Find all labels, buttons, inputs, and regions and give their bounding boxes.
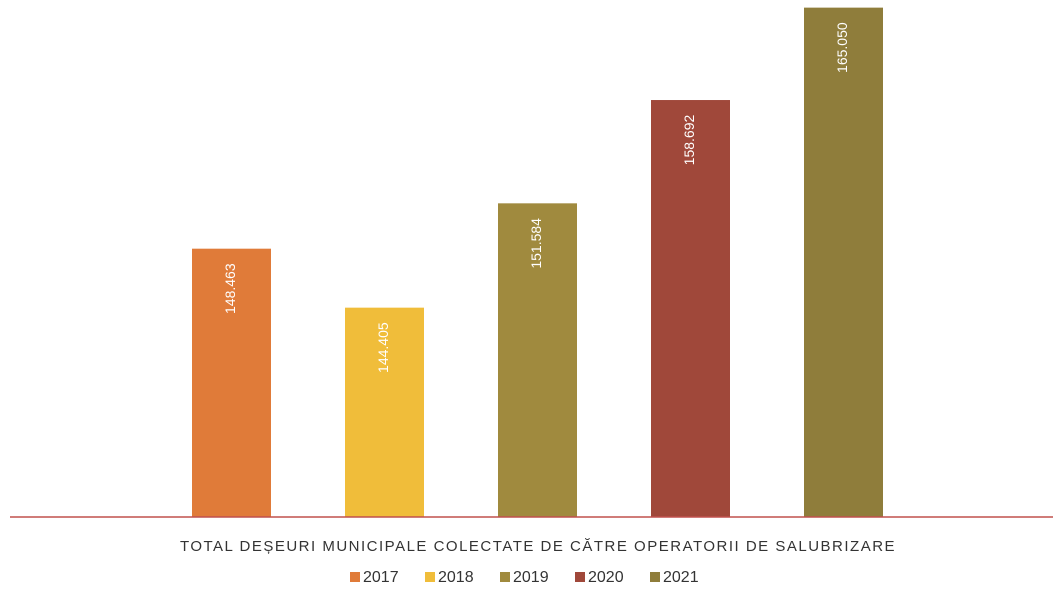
value-label: 148.463 <box>222 263 238 314</box>
legend-label: 2018 <box>438 569 474 586</box>
legend-label: 2021 <box>663 569 699 586</box>
legend-label: 2017 <box>363 569 399 586</box>
value-label: 144.405 <box>375 322 391 373</box>
legend-label: 2020 <box>588 569 624 586</box>
bar <box>345 307 424 517</box>
legend-swatch <box>425 572 435 582</box>
legend-label: 2019 <box>513 569 549 586</box>
legend-swatch <box>350 572 360 582</box>
bar <box>804 7 883 517</box>
bar <box>498 203 577 517</box>
value-label: 151.584 <box>528 218 544 269</box>
legend-swatch <box>650 572 660 582</box>
x-axis-label: TOTAL DEȘEURI MUNICIPALE COLECTATE DE CĂ… <box>180 538 896 555</box>
legend-swatch <box>500 572 510 582</box>
value-label: 165.050 <box>834 22 850 73</box>
bar <box>192 248 271 518</box>
bar <box>651 100 730 517</box>
value-label: 158.692 <box>681 115 697 166</box>
legend-swatch <box>575 572 585 582</box>
